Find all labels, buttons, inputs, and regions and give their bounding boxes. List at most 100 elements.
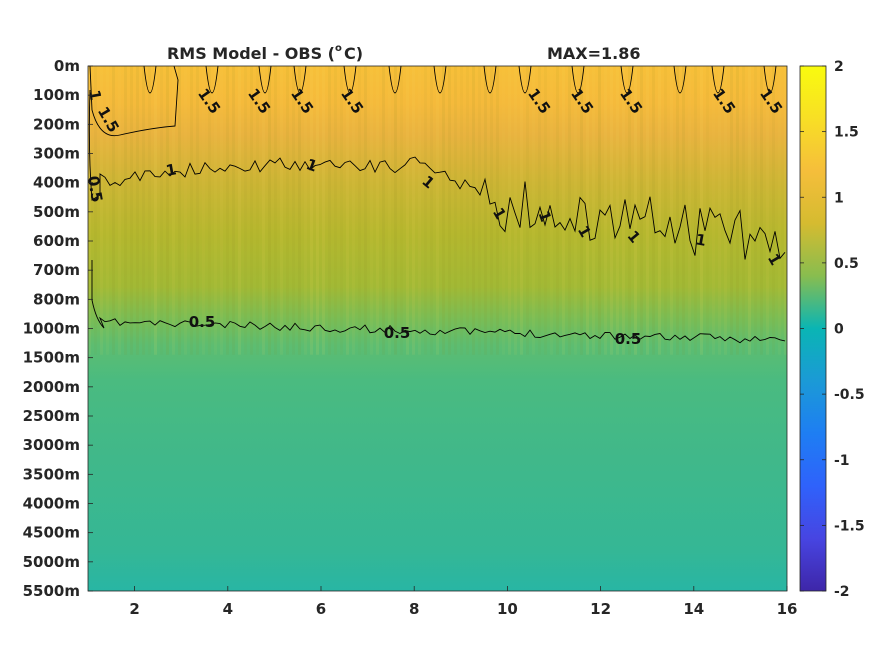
texture-stripe bbox=[208, 66, 211, 355]
texture-stripe bbox=[400, 66, 403, 355]
contour-1-5-lobe bbox=[343, 66, 357, 94]
texture-stripe bbox=[496, 66, 499, 355]
texture-stripe bbox=[304, 66, 307, 355]
texture-stripe bbox=[184, 66, 187, 355]
texture-stripe bbox=[268, 66, 271, 355]
texture-stripe bbox=[574, 66, 577, 355]
texture-stripe bbox=[472, 66, 475, 355]
texture-stripe bbox=[490, 66, 493, 355]
contour-1-5-lobe bbox=[763, 66, 777, 94]
contour-label-0-5: 0.5 bbox=[615, 330, 642, 348]
texture-stripe bbox=[250, 66, 253, 355]
y-tick-label: 3500m bbox=[23, 465, 80, 483]
contour-1-0 bbox=[88, 89, 786, 260]
contour-1-5-lobe bbox=[711, 66, 725, 94]
y-axis: 0m 100m 200m 300m 400m 500m 600m 700m 800m 1000m 1… bbox=[23, 57, 93, 600]
texture-stripe bbox=[154, 66, 157, 355]
texture-stripe bbox=[622, 66, 625, 355]
texture-stripe bbox=[430, 66, 433, 355]
texture-stripe bbox=[772, 66, 775, 355]
texture-stripe bbox=[694, 66, 697, 355]
y-tick-label: 5500m bbox=[23, 582, 80, 600]
texture-stripe bbox=[706, 66, 709, 355]
y-tick-label: 3000m bbox=[23, 436, 80, 454]
texture-stripe bbox=[106, 66, 109, 355]
contour-1-5-lobe bbox=[571, 66, 585, 94]
heatmap-field bbox=[88, 66, 787, 591]
y-tick-label: 500m bbox=[33, 203, 80, 221]
x-tick-label: 16 bbox=[777, 600, 798, 618]
colorbar-tick-label: 0.5 bbox=[834, 256, 859, 272]
y-tick-label: 0m bbox=[54, 57, 80, 75]
texture-stripe bbox=[718, 66, 721, 355]
y-tick-label: 2000m bbox=[23, 378, 80, 396]
x-axis: 2 4 6 8 10 12 14 16 bbox=[129, 586, 797, 618]
contour-label-0-5: 0.5 bbox=[84, 174, 106, 203]
texture-stripe bbox=[376, 66, 379, 355]
texture-stripe bbox=[334, 66, 337, 355]
contour-1-5 bbox=[89, 66, 179, 137]
texture-stripe bbox=[148, 66, 151, 355]
texture-stripe bbox=[280, 66, 283, 355]
texture-stripe bbox=[628, 66, 631, 355]
texture-stripe bbox=[670, 66, 673, 355]
texture-stripe bbox=[610, 66, 613, 355]
y-tick-label: 700m bbox=[33, 261, 80, 279]
contour-1-5-lobe bbox=[433, 66, 447, 94]
texture-stripe bbox=[322, 66, 325, 355]
y-tick-label: 400m bbox=[33, 174, 80, 192]
x-tick-label: 4 bbox=[223, 600, 233, 618]
texture-stripe bbox=[238, 66, 241, 355]
contour-lines bbox=[88, 66, 786, 344]
texture-stripe bbox=[388, 66, 391, 355]
texture-stripe bbox=[364, 66, 367, 355]
texture-stripe bbox=[466, 66, 469, 355]
colorbar-tick-label: 1 bbox=[834, 190, 844, 206]
texture-stripe bbox=[292, 66, 295, 355]
texture-stripe bbox=[214, 66, 217, 355]
texture-stripe bbox=[220, 66, 223, 355]
texture-stripe bbox=[166, 66, 169, 355]
title-degree-superscript: o bbox=[335, 43, 342, 54]
texture-stripe bbox=[130, 66, 133, 355]
texture-stripe bbox=[508, 66, 511, 355]
texture-stripe bbox=[652, 66, 655, 355]
texture-stripe bbox=[448, 66, 451, 355]
contour-1-5-lobe bbox=[620, 66, 634, 94]
colorbar bbox=[800, 66, 826, 591]
texture-stripe bbox=[784, 66, 787, 355]
texture-stripe bbox=[748, 66, 751, 355]
texture-stripe bbox=[262, 66, 265, 355]
texture-stripe bbox=[406, 66, 409, 355]
texture-stripe bbox=[760, 66, 763, 355]
colorbar-tick-label: 1.5 bbox=[834, 125, 859, 141]
texture-stripe bbox=[778, 66, 781, 355]
texture-stripe bbox=[160, 66, 163, 355]
texture-stripe bbox=[460, 66, 463, 355]
texture-stripe bbox=[754, 66, 757, 355]
y-tick-label: 4000m bbox=[23, 495, 80, 513]
heatmap-column-texture bbox=[88, 66, 787, 355]
texture-stripe bbox=[514, 66, 517, 355]
texture-stripe bbox=[616, 66, 619, 355]
colorbar-tick-label: 2 bbox=[834, 59, 844, 75]
max-label: MAX=1.86 bbox=[547, 44, 641, 63]
x-tick-label: 6 bbox=[316, 600, 326, 618]
x-tick-label: 12 bbox=[590, 600, 611, 618]
texture-stripe bbox=[412, 66, 415, 355]
colorbar-tick-label: -1.5 bbox=[834, 518, 865, 534]
y-tick-label: 1000m bbox=[23, 320, 80, 338]
texture-stripe bbox=[382, 66, 385, 355]
texture-stripe bbox=[556, 66, 559, 355]
contour-1-5-lobe bbox=[518, 66, 532, 94]
y-tick-label: 4500m bbox=[23, 524, 80, 542]
texture-stripe bbox=[592, 66, 595, 355]
texture-stripe bbox=[370, 66, 373, 355]
contour-1-5-lobe bbox=[143, 66, 157, 94]
texture-stripe bbox=[580, 66, 583, 355]
texture-stripe bbox=[604, 66, 607, 355]
contour-label-1: 1 bbox=[85, 88, 105, 101]
texture-stripe bbox=[676, 66, 679, 355]
texture-stripe bbox=[244, 66, 247, 355]
texture-stripe bbox=[424, 66, 427, 355]
